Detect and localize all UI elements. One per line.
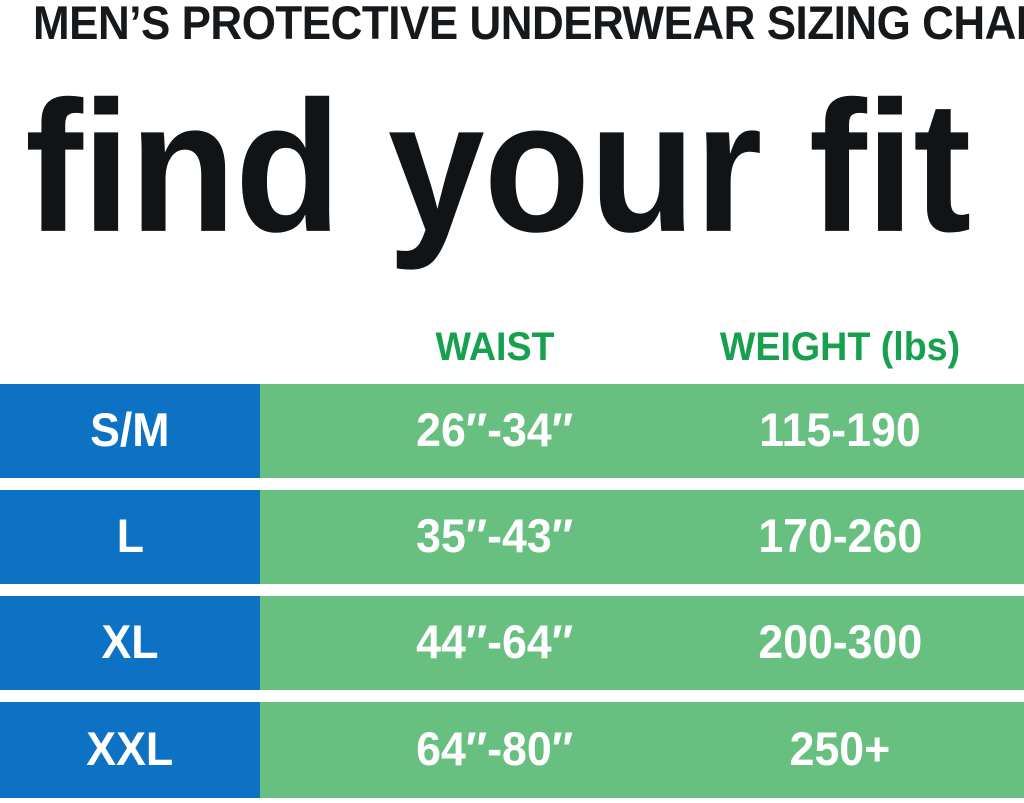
size-label: S/M <box>90 403 170 456</box>
column-header-weight: WEIGHT (lbs) <box>719 325 961 369</box>
waist-cell: 35″-43″ <box>350 490 640 584</box>
weight-cell: 250+ <box>690 702 990 798</box>
sizing-table-body: S/M 26″-34″ 115-190 L 35″-43″ 170-260 XL <box>0 384 1024 798</box>
weight-value: 170-260 <box>758 509 922 562</box>
weight-cell: 200-300 <box>690 596 990 690</box>
table-row: L 35″-43″ 170-260 <box>0 490 1024 584</box>
size-label: L <box>116 509 144 562</box>
size-cell: S/M <box>0 384 260 478</box>
waist-value: 64″-80″ <box>416 722 574 775</box>
size-cell: XL <box>0 596 260 690</box>
size-cell: XXL <box>0 702 260 798</box>
size-label: XXL <box>86 722 174 775</box>
size-cell: L <box>0 490 260 584</box>
weight-value: 200-300 <box>758 615 922 668</box>
weight-cell: 170-260 <box>690 490 990 584</box>
page-title: find your fit <box>25 63 971 272</box>
table-column-headers: WAIST WEIGHT (lbs) <box>0 316 1024 372</box>
page-kicker-title: MEN’S PROTECTIVE UNDERWEAR SIZING CHART <box>33 0 1024 49</box>
size-label: XL <box>101 615 159 668</box>
waist-cell: 44″-64″ <box>350 596 640 690</box>
table-row: XXL 64″-80″ 250+ <box>0 702 1024 798</box>
weight-value: 115-190 <box>759 403 921 456</box>
waist-cell: 64″-80″ <box>350 702 640 798</box>
weight-cell: 115-190 <box>690 384 990 478</box>
waist-value: 26″-34″ <box>416 403 574 456</box>
waist-cell: 26″-34″ <box>350 384 640 478</box>
waist-value: 44″-64″ <box>416 615 574 668</box>
table-row: XL 44″-64″ 200-300 <box>0 596 1024 690</box>
table-row: S/M 26″-34″ 115-190 <box>0 384 1024 478</box>
weight-value: 250+ <box>789 722 891 775</box>
waist-value: 35″-43″ <box>416 509 574 562</box>
column-header-waist: WAIST <box>435 325 555 369</box>
